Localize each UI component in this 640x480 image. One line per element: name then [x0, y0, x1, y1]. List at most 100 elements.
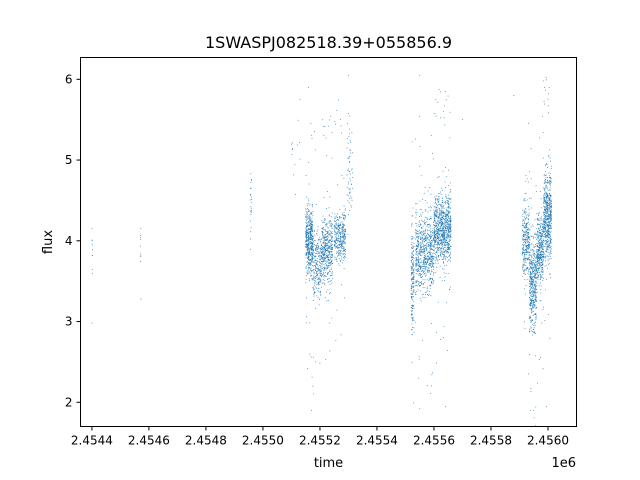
data-point [431, 372, 433, 374]
data-point [306, 297, 307, 299]
data-point [440, 254, 442, 256]
data-point [415, 223, 417, 224]
data-point [435, 200, 436, 202]
data-point [535, 265, 536, 267]
data-point [330, 233, 332, 235]
data-point [531, 299, 533, 301]
data-point [530, 293, 532, 295]
data-point [432, 249, 433, 251]
data-point [425, 254, 427, 256]
data-point [542, 261, 544, 263]
data-point [346, 138, 348, 140]
data-point [433, 239, 435, 241]
data-point [316, 264, 318, 266]
data-point [311, 245, 312, 246]
data-point [410, 290, 412, 291]
data-point [442, 190, 443, 191]
data-point [537, 223, 538, 225]
data-point [351, 197, 353, 199]
data-point [330, 220, 332, 222]
data-point [540, 258, 542, 259]
data-point [445, 273, 447, 274]
data-point [325, 239, 327, 241]
data-point [443, 215, 445, 217]
data-point [442, 253, 443, 255]
data-point [337, 248, 339, 249]
data-point [334, 227, 336, 229]
data-point [543, 183, 545, 185]
data-point [439, 258, 441, 260]
data-point [449, 211, 451, 213]
data-point [315, 247, 317, 249]
data-point [450, 235, 451, 237]
data-point [431, 239, 433, 241]
data-point [325, 248, 326, 250]
data-point [432, 232, 433, 233]
data-point [351, 132, 353, 134]
data-point [544, 219, 546, 221]
data-point [323, 247, 325, 249]
data-point [428, 295, 429, 296]
data-point [308, 221, 309, 222]
data-point [325, 238, 327, 240]
data-point [439, 233, 441, 235]
data-point [538, 246, 540, 248]
data-point [433, 249, 435, 251]
data-point [440, 222, 442, 224]
data-point [440, 239, 442, 241]
data-point [539, 261, 541, 263]
data-point [522, 218, 524, 220]
data-point [310, 243, 311, 244]
data-point [439, 203, 441, 205]
data-point [423, 234, 425, 235]
data-point [440, 248, 442, 249]
data-point [305, 244, 307, 246]
data-point [441, 235, 443, 237]
data-point [423, 261, 425, 263]
data-point [540, 232, 542, 234]
data-point [529, 315, 531, 317]
data-point [305, 281, 307, 283]
data-point [432, 246, 434, 248]
data-point [524, 254, 525, 256]
data-point [337, 238, 339, 239]
data-point [533, 283, 535, 285]
data-point [448, 228, 450, 230]
data-point [417, 269, 419, 271]
data-point [429, 251, 431, 253]
data-point [449, 240, 451, 241]
data-point [410, 260, 412, 262]
data-point [532, 244, 534, 246]
data-point [321, 270, 322, 272]
data-point [419, 254, 421, 256]
data-point [425, 210, 427, 212]
data-point [533, 303, 534, 305]
data-point [438, 238, 440, 240]
data-point [412, 246, 413, 248]
data-point [251, 196, 252, 198]
data-point [535, 299, 536, 301]
data-point [327, 235, 329, 237]
data-point [550, 228, 552, 229]
data-point [328, 256, 330, 258]
data-point [422, 231, 424, 233]
data-point [330, 221, 332, 223]
data-point [320, 247, 322, 249]
data-point [432, 264, 434, 266]
data-point [322, 252, 324, 254]
data-point [420, 215, 422, 217]
data-point [337, 244, 339, 246]
data-point [319, 275, 321, 276]
data-point [324, 249, 326, 251]
data-point [440, 223, 442, 224]
data-point [528, 245, 530, 247]
data-point [427, 232, 428, 234]
data-point [548, 247, 550, 249]
data-point [532, 306, 533, 308]
data-point [315, 246, 317, 248]
data-point [311, 225, 313, 227]
data-point [528, 122, 529, 124]
data-point [428, 269, 430, 271]
data-point [439, 221, 441, 223]
data-point [342, 240, 344, 242]
